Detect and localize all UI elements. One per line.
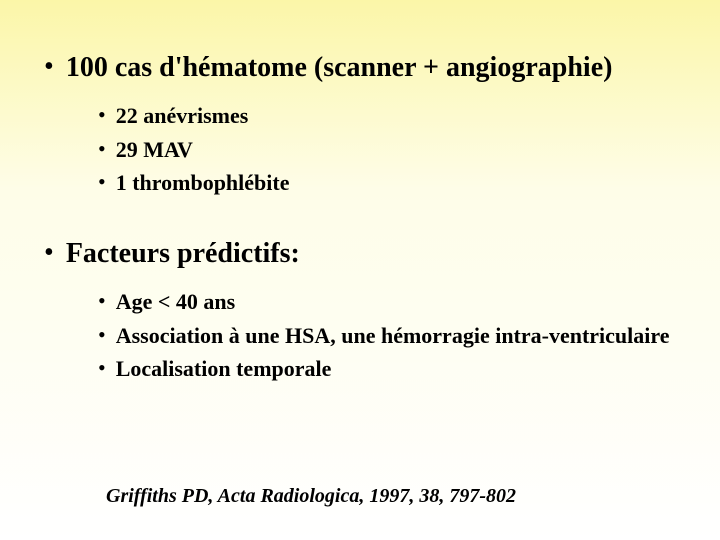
sub-item: • Localisation temporale	[98, 354, 680, 384]
bullet-icon: •	[44, 236, 54, 270]
sub-item: • Association à une HSA, une hémorragie …	[98, 321, 680, 351]
bullet-icon: •	[98, 354, 106, 383]
sub-text-thrombophlebite: 1 thrombophlébite	[116, 168, 290, 198]
sub-item: • Age < 40 ans	[98, 287, 680, 317]
bullet-icon: •	[98, 101, 106, 130]
sub-list-hematome: • 22 anévrismes • 29 MAV • 1 thrombophlé…	[98, 101, 680, 198]
sub-text-mav: 29 MAV	[116, 135, 193, 165]
bullet-icon: •	[98, 287, 106, 316]
bullet-icon: •	[98, 168, 106, 197]
main-heading-facteurs: Facteurs prédictifs:	[66, 236, 300, 271]
citation: Griffiths PD, Acta Radiologica, 1997, 38…	[106, 485, 516, 508]
main-item-hematome: • 100 cas d'hématome (scanner + angiogra…	[40, 50, 680, 198]
sub-list-facteurs: • Age < 40 ans • Association à une HSA, …	[98, 287, 680, 384]
sub-text-anevrismes: 22 anévrismes	[116, 101, 249, 131]
bullet-icon: •	[98, 321, 106, 350]
sub-item: • 29 MAV	[98, 135, 680, 165]
bullet-icon: •	[44, 50, 54, 84]
sub-text-age: Age < 40 ans	[116, 287, 236, 317]
main-heading-hematome: 100 cas d'hématome (scanner + angiograph…	[66, 50, 613, 85]
bullet-icon: •	[98, 135, 106, 164]
sub-item: • 1 thrombophlébite	[98, 168, 680, 198]
sub-text-hsa: Association à une HSA, une hémorragie in…	[116, 321, 670, 351]
main-bullet-list: • 100 cas d'hématome (scanner + angiogra…	[40, 50, 680, 384]
main-item-facteurs: • Facteurs prédictifs: • Age < 40 ans • …	[40, 236, 680, 384]
sub-text-localisation: Localisation temporale	[116, 354, 332, 384]
sub-item: • 22 anévrismes	[98, 101, 680, 131]
